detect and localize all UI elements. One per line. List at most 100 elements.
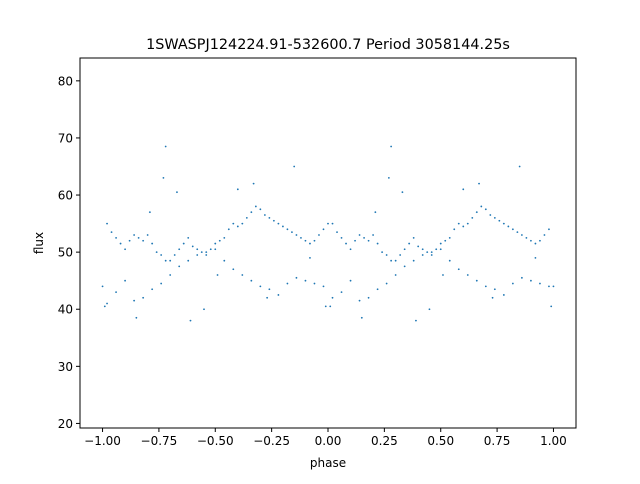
data-point — [502, 294, 505, 296]
x-tick-label: −0.75 — [141, 434, 178, 448]
data-point — [318, 234, 320, 236]
data-point — [412, 259, 415, 262]
data-point — [182, 242, 185, 245]
data-point — [484, 285, 487, 288]
data-point — [439, 248, 442, 251]
data-point — [216, 274, 219, 276]
data-point — [329, 305, 332, 308]
data-point — [525, 236, 528, 239]
data-point — [539, 282, 541, 285]
y-tick-label: 50 — [58, 246, 73, 260]
y-tick-label: 40 — [58, 303, 73, 317]
data-point — [322, 228, 325, 231]
data-point — [444, 239, 447, 242]
data-point — [277, 222, 280, 225]
y-tick-label: 20 — [58, 417, 73, 431]
data-point — [268, 288, 271, 291]
data-point — [552, 285, 555, 288]
data-point — [530, 279, 532, 282]
data-point — [421, 254, 424, 256]
data-point — [367, 239, 370, 242]
data-point — [142, 239, 145, 242]
data-point — [403, 248, 406, 251]
data-point — [164, 145, 167, 148]
x-tick-label: −0.50 — [197, 434, 234, 448]
data-point — [493, 288, 496, 291]
data-point — [148, 211, 151, 214]
data-point — [232, 268, 235, 271]
data-point — [135, 316, 138, 319]
data-point — [394, 274, 397, 276]
x-axis-label: phase — [310, 456, 346, 470]
data-point — [209, 248, 212, 251]
data-point — [520, 234, 523, 236]
data-point — [475, 279, 478, 282]
data-point — [435, 248, 438, 251]
data-point — [236, 188, 239, 191]
data-point — [223, 259, 226, 262]
data-point — [254, 205, 257, 208]
data-point — [491, 296, 494, 299]
data-point — [227, 228, 230, 231]
data-point — [218, 239, 221, 242]
data-point — [548, 285, 550, 288]
data-point — [178, 248, 181, 251]
data-point — [252, 182, 255, 185]
data-point — [155, 251, 158, 254]
data-point — [142, 296, 145, 299]
data-point — [124, 248, 126, 251]
data-point — [203, 308, 205, 311]
data-point — [340, 291, 343, 293]
x-tick-label: 0.75 — [484, 434, 511, 448]
x-tick-label: 1.00 — [540, 434, 567, 448]
data-point — [466, 222, 469, 225]
data-point — [457, 222, 460, 225]
data-point — [403, 265, 406, 268]
data-point — [340, 236, 343, 239]
data-point — [354, 239, 356, 242]
data-point — [133, 234, 136, 236]
data-point — [502, 222, 505, 225]
data-point — [324, 305, 327, 308]
data-point — [241, 222, 244, 225]
data-point — [417, 245, 420, 248]
data-point — [457, 268, 460, 271]
data-point — [115, 236, 117, 239]
x-tick-label: 0.00 — [315, 434, 342, 448]
data-point — [530, 239, 532, 242]
data-point — [448, 236, 451, 239]
chart-title: 1SWASPJ124224.91-532600.7 Period 3058144… — [146, 37, 510, 53]
data-point — [534, 242, 537, 245]
data-point — [550, 305, 553, 308]
data-point — [295, 234, 298, 236]
data-point — [394, 259, 397, 262]
data-point — [205, 251, 208, 254]
data-point — [151, 288, 154, 291]
y-axis: 20 30 40 50 60 70 80 — [58, 74, 80, 431]
data-point — [187, 236, 190, 239]
data-point — [304, 239, 307, 242]
data-point — [322, 285, 325, 288]
data-point — [110, 231, 113, 234]
data-point — [214, 242, 217, 245]
data-point — [387, 177, 390, 179]
data-point — [309, 256, 311, 259]
data-point — [245, 216, 248, 219]
data-point — [412, 236, 415, 239]
y-tick-label: 80 — [58, 74, 73, 88]
x-tick-label: −0.25 — [253, 434, 290, 448]
data-point — [511, 282, 514, 285]
data-point — [390, 145, 393, 148]
data-point — [475, 211, 478, 214]
data-point — [376, 288, 379, 291]
data-point — [466, 274, 469, 276]
data-point — [349, 248, 352, 251]
data-point — [250, 211, 253, 214]
data-point — [300, 236, 302, 239]
data-point — [489, 214, 492, 216]
data-point — [507, 225, 510, 228]
data-point — [178, 265, 181, 268]
data-point — [539, 239, 541, 242]
data-point — [160, 282, 163, 285]
